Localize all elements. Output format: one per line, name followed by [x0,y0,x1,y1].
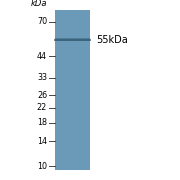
Text: 26: 26 [37,91,47,100]
Text: 22: 22 [37,103,47,112]
Bar [55,38,90,41]
Text: 55kDa: 55kDa [96,35,128,45]
Text: 18: 18 [37,118,47,127]
Text: 14: 14 [37,137,47,146]
Text: 70: 70 [37,17,47,26]
Text: 33: 33 [37,73,47,82]
Text: 44: 44 [37,52,47,61]
Text: 10: 10 [37,162,47,171]
Bar [55,10,90,170]
Text: kDa: kDa [30,0,47,8]
